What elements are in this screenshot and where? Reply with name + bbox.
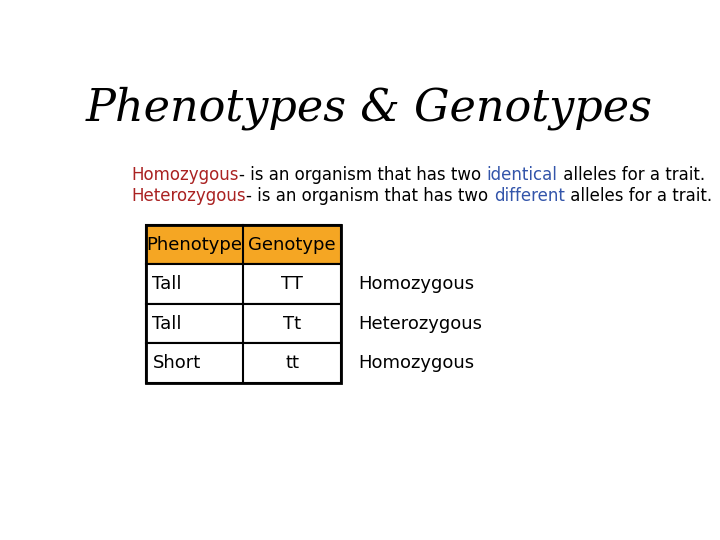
Text: Homozygous: Homozygous [358,275,474,293]
Text: tt: tt [285,354,300,372]
Text: identical: identical [487,166,557,184]
Text: alleles for a trait.: alleles for a trait. [557,166,705,184]
Text: Homozygous: Homozygous [132,166,239,184]
Text: - is an organism that has two: - is an organism that has two [239,166,487,184]
Text: Homozygous: Homozygous [358,354,474,372]
Bar [145,304,341,343]
Text: TT: TT [282,275,303,293]
Text: Tall: Tall [153,315,182,333]
Text: Short: Short [153,354,201,372]
Bar [145,343,341,383]
Bar [145,225,341,265]
Text: Genotype: Genotype [248,235,336,254]
Text: different: different [494,187,564,205]
Text: Heterozygous: Heterozygous [358,315,482,333]
Text: Phenotype: Phenotype [147,235,243,254]
Text: Tt: Tt [283,315,302,333]
Text: Heterozygous: Heterozygous [132,187,246,205]
Bar [145,225,341,383]
Text: Tall: Tall [153,275,182,293]
Text: alleles for a trait.: alleles for a trait. [564,187,712,205]
Text: - is an organism that has two: - is an organism that has two [246,187,494,205]
Text: Phenotypes & Genotypes: Phenotypes & Genotypes [86,86,652,130]
Bar [145,265,341,304]
